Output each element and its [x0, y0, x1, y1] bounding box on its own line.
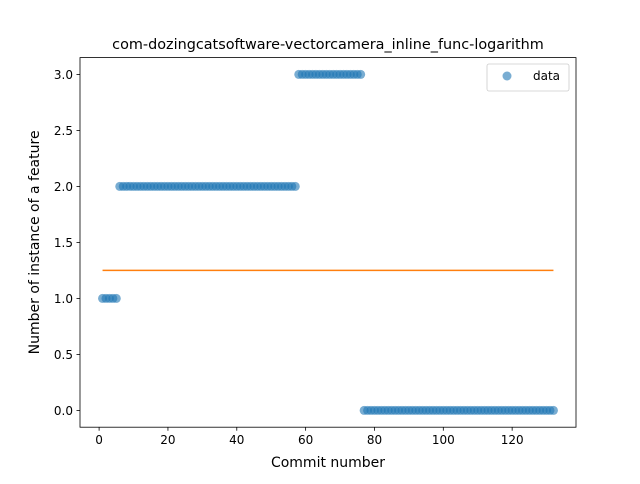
- y-tick-label: 2.5: [54, 124, 73, 138]
- y-axis-label: Number of instance of a feature: [27, 130, 43, 354]
- y-tick-label: 0.0: [54, 404, 73, 418]
- x-tick-label: 0: [95, 433, 103, 447]
- legend-box: [486, 63, 570, 92]
- y-tick-label: 1.0: [54, 292, 73, 306]
- y-axis-ticks: 0.0 0.5 1.0 1.5 2.0 2.5 3.0: [54, 68, 80, 418]
- x-tick-label: 40: [229, 433, 244, 447]
- legend-label: data: [533, 69, 560, 83]
- x-tick-label: 100: [432, 433, 455, 447]
- data-point: [548, 405, 558, 415]
- x-tick-label: 20: [160, 433, 175, 447]
- plot-area: [80, 57, 576, 428]
- data-point: [290, 181, 300, 191]
- x-axis-label: Commit number: [271, 455, 385, 471]
- data-point: [356, 69, 366, 79]
- y-tick-label: 0.5: [54, 348, 73, 362]
- x-tick-label: 80: [367, 433, 382, 447]
- legend: data: [486, 63, 570, 92]
- y-tick-label: 3.0: [54, 68, 73, 82]
- data-point: [111, 293, 121, 303]
- x-tick-label: 60: [298, 433, 313, 447]
- x-tick-label: 120: [501, 433, 524, 447]
- y-tick-label: 1.5: [54, 236, 73, 250]
- points-layer: [98, 69, 558, 415]
- chart-title: com-dozingcatsoftware-vectorcamera_inlin…: [112, 37, 544, 53]
- y-tick-label: 2.0: [54, 180, 73, 194]
- legend-marker: [502, 71, 512, 81]
- x-axis-ticks: 0 20 40 60 80 100 120: [95, 427, 524, 447]
